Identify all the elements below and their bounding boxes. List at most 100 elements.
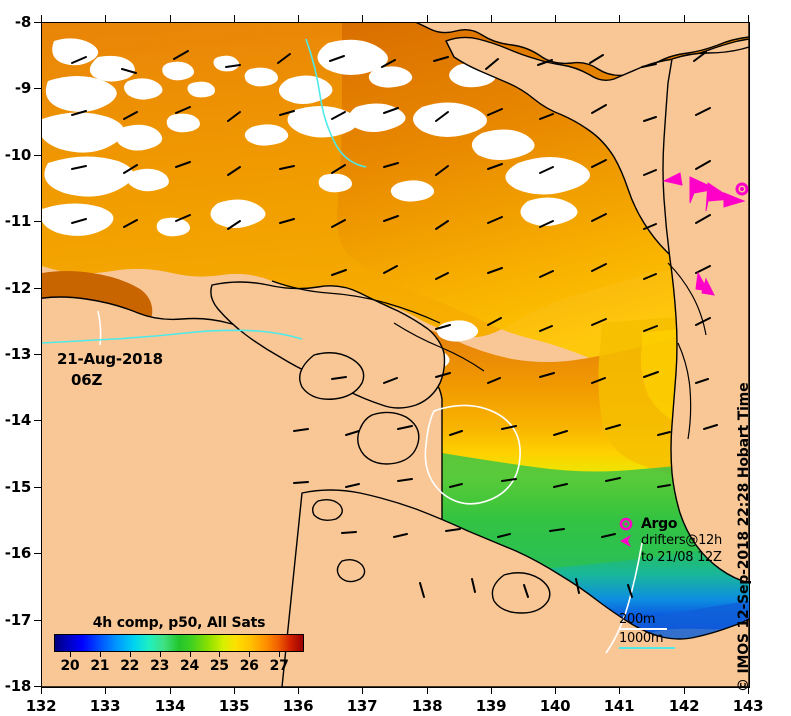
x-tick-label: 136	[282, 697, 314, 715]
y-tick-label: -10	[4, 146, 32, 164]
x-tick-label: 132	[25, 697, 57, 715]
y-tick-mark	[34, 487, 41, 488]
y-tick-mark	[34, 221, 41, 222]
colorbar: 4h comp, p50, All Sats 20 21 22 23 24 25 26 27	[54, 615, 304, 676]
land-groote-eylandt	[357, 411, 420, 465]
colorbar-tick-label: 22	[120, 658, 140, 674]
land-north-coast	[415, 23, 749, 77]
colorbar-tick-mark	[219, 652, 221, 657]
x-tick-mark	[748, 687, 749, 694]
land-small-island-1	[336, 558, 366, 583]
y-tick-mark	[34, 553, 41, 554]
x-tick-mark	[491, 687, 492, 694]
colorbar-ticks	[54, 652, 304, 657]
y-tick-label: -9	[14, 79, 31, 97]
x-tick-mark-top	[427, 15, 428, 22]
y-tick-mark	[34, 22, 41, 23]
y-tick-label: -13	[4, 345, 32, 363]
y-tick-mark	[34, 686, 41, 687]
map-canvas	[42, 23, 749, 687]
y-tick-label: -8	[14, 13, 31, 31]
x-tick-mark	[105, 687, 106, 694]
date-stamp-line1: 21-Aug-2018	[57, 350, 163, 368]
x-tick-mark-top	[748, 15, 749, 22]
x-tick-mark	[619, 687, 620, 694]
x-tick-label: 133	[89, 697, 121, 715]
x-tick-label: 140	[539, 697, 571, 715]
x-tick-mark-top	[105, 15, 106, 22]
x-tick-mark-top	[362, 15, 363, 22]
x-tick-mark-top	[234, 15, 235, 22]
x-tick-mark	[234, 687, 235, 694]
x-tick-mark	[555, 687, 556, 694]
x-tick-label: 138	[411, 697, 443, 715]
drifter-arrow-6[interactable]	[701, 277, 715, 296]
contour-200m-west	[97, 310, 102, 346]
y-tick-mark	[34, 420, 41, 421]
drifter-arrow-1[interactable]	[689, 176, 718, 204]
y-tick-label: -12	[4, 279, 32, 297]
depth-contour-layer	[42, 38, 643, 654]
colorbar-tick-labels: 20 21 22 23 24 25 26 27	[54, 658, 304, 676]
colorbar-tick-mark	[69, 652, 71, 657]
contour-200m-eddy	[424, 404, 521, 505]
x-tick-label: 143	[732, 697, 764, 715]
drifter-arrow-4[interactable]	[723, 192, 746, 208]
x-tick-mark	[298, 687, 299, 694]
x-tick-label: 139	[475, 697, 507, 715]
colorbar-title: 4h comp, p50, All Sats	[92, 615, 266, 631]
y-tick-mark	[34, 155, 41, 156]
current-vector-layer	[71, 50, 718, 598]
depth-key-1000m: 1000m	[619, 630, 675, 649]
diamond-marker-icon	[619, 517, 633, 531]
x-tick-mark-top	[684, 15, 685, 22]
x-tick-mark-top	[170, 15, 171, 22]
legend-drifter-line1: drifters@12h	[641, 533, 722, 548]
argo-float-1[interactable]	[735, 182, 749, 196]
x-tick-mark	[362, 687, 363, 694]
y-tick-label: -14	[4, 411, 32, 429]
colorbar-tick-mark	[99, 652, 101, 657]
colorbar-tick-label: 27	[269, 658, 289, 674]
colorbar-tick-mark	[249, 652, 251, 657]
colorbar-tick-mark	[129, 652, 131, 657]
x-tick-mark-top	[298, 15, 299, 22]
x-tick-label: 141	[603, 697, 635, 715]
contour-200m-south	[605, 542, 643, 654]
credit-text-vertical: © IMOS 12-Sep-2018 22:28 Hobart Time	[736, 383, 774, 692]
x-tick-mark-top	[41, 15, 42, 22]
x-tick-label: 135	[218, 697, 250, 715]
drifter-arrow-3[interactable]	[662, 172, 683, 186]
colorbar-tick-mark	[189, 652, 191, 657]
colorbar-tick-label: 20	[60, 658, 80, 674]
land-cape-york	[662, 46, 749, 584]
land-mornington-island	[491, 572, 551, 614]
colorbar-tick-label: 25	[209, 658, 229, 674]
colorbar-tick-label: 24	[180, 658, 199, 674]
date-stamp: 21-Aug-2018 06Z	[57, 349, 163, 391]
y-tick-label: -18	[4, 677, 32, 695]
depth-contour-key: 200m 1000m	[619, 611, 675, 649]
depth-key-200m: 200m	[619, 611, 667, 630]
land-tiwi-islands	[299, 352, 365, 400]
legend-drifter-line2: to 21/08 12Z	[641, 550, 722, 565]
colorbar-tick-label: 23	[150, 658, 170, 674]
x-tick-mark	[170, 687, 171, 694]
coastline-land-layer	[42, 23, 749, 687]
legend-argo-label: Argo	[641, 516, 678, 532]
y-tick-label: -11	[4, 212, 32, 230]
x-tick-mark	[684, 687, 685, 694]
colorbar-tick-mark	[279, 652, 281, 657]
contour-1000m-north	[305, 38, 367, 168]
arrow-marker-icon	[620, 535, 631, 547]
map-plot-area[interactable]	[41, 22, 750, 688]
argo-drifter-layer[interactable]	[42, 23, 749, 687]
x-tick-mark-top	[555, 15, 556, 22]
land-small-island-2	[311, 498, 343, 522]
y-tick-mark	[34, 288, 41, 289]
colorbar-gradient[interactable]	[54, 634, 304, 652]
y-tick-label: -17	[4, 611, 32, 629]
x-tick-label: 142	[668, 697, 700, 715]
y-tick-mark	[34, 620, 41, 621]
